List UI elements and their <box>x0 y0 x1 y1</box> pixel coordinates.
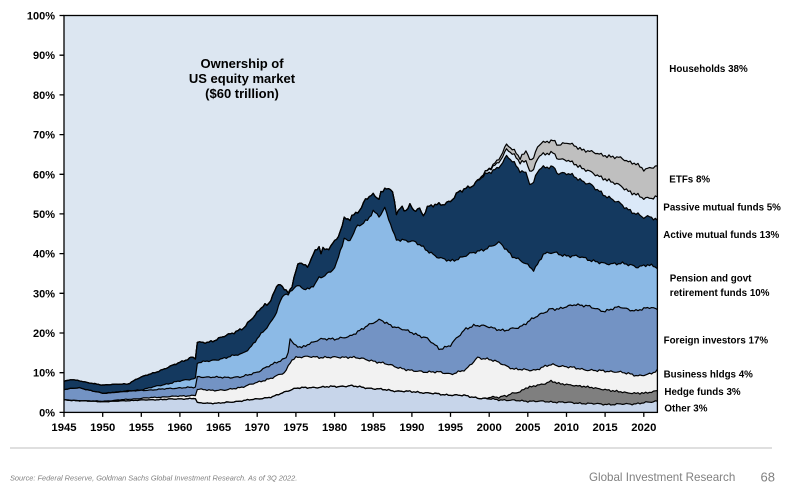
svg-text:Active mutual funds 13%: Active mutual funds 13% <box>663 230 779 241</box>
svg-text:Business hldgs 4%: Business hldgs 4% <box>664 370 754 381</box>
svg-text:1970: 1970 <box>245 422 270 434</box>
svg-text:Foreign investors 17%: Foreign investors 17% <box>664 336 769 347</box>
svg-text:20%: 20% <box>33 328 55 340</box>
svg-text:80%: 80% <box>33 90 55 102</box>
svg-text:US equity market: US equity market <box>189 71 296 86</box>
svg-text:60%: 60% <box>33 169 55 181</box>
svg-text:50%: 50% <box>33 209 55 221</box>
svg-text:2005: 2005 <box>515 422 540 434</box>
svg-text:Passive mutual funds 5%: Passive mutual funds 5% <box>663 202 781 213</box>
svg-text:1995: 1995 <box>438 422 463 434</box>
svg-text:30%: 30% <box>33 288 55 300</box>
svg-text:2015: 2015 <box>593 422 618 434</box>
svg-text:Hedge funds 3%: Hedge funds 3% <box>664 387 740 398</box>
svg-text:1975: 1975 <box>283 422 308 434</box>
svg-text:Ownership of: Ownership of <box>200 56 284 71</box>
svg-text:1960: 1960 <box>167 422 192 434</box>
svg-text:($60 trillion): ($60 trillion) <box>205 86 279 101</box>
svg-text:1945: 1945 <box>51 422 76 434</box>
svg-text:1990: 1990 <box>399 422 424 434</box>
svg-text:70%: 70% <box>33 130 55 142</box>
svg-text:Global Investment Research: Global Investment Research <box>589 471 735 484</box>
svg-text:Source: Federal Reserve, Goldm: Source: Federal Reserve, Goldman Sachs G… <box>10 474 297 483</box>
svg-text:1985: 1985 <box>361 422 386 434</box>
svg-text:40%: 40% <box>33 249 55 261</box>
svg-text:90%: 90% <box>33 50 55 62</box>
svg-text:ETFs 8%: ETFs 8% <box>669 174 710 185</box>
svg-text:Pension and govt: Pension and govt <box>670 274 752 285</box>
svg-text:Other 3%: Other 3% <box>664 404 707 415</box>
svg-text:0%: 0% <box>39 407 55 419</box>
svg-text:1950: 1950 <box>90 422 115 434</box>
svg-text:10%: 10% <box>33 368 55 380</box>
svg-text:Households 38%: Households 38% <box>669 64 748 75</box>
svg-text:2020: 2020 <box>631 422 656 434</box>
svg-text:retirement funds 10%: retirement funds 10% <box>670 288 770 299</box>
svg-text:2010: 2010 <box>554 422 579 434</box>
svg-text:1980: 1980 <box>322 422 347 434</box>
svg-text:100%: 100% <box>27 11 55 23</box>
svg-text:1955: 1955 <box>129 422 154 434</box>
svg-text:1965: 1965 <box>206 422 231 434</box>
svg-text:68: 68 <box>761 470 775 485</box>
svg-text:2000: 2000 <box>477 422 502 434</box>
